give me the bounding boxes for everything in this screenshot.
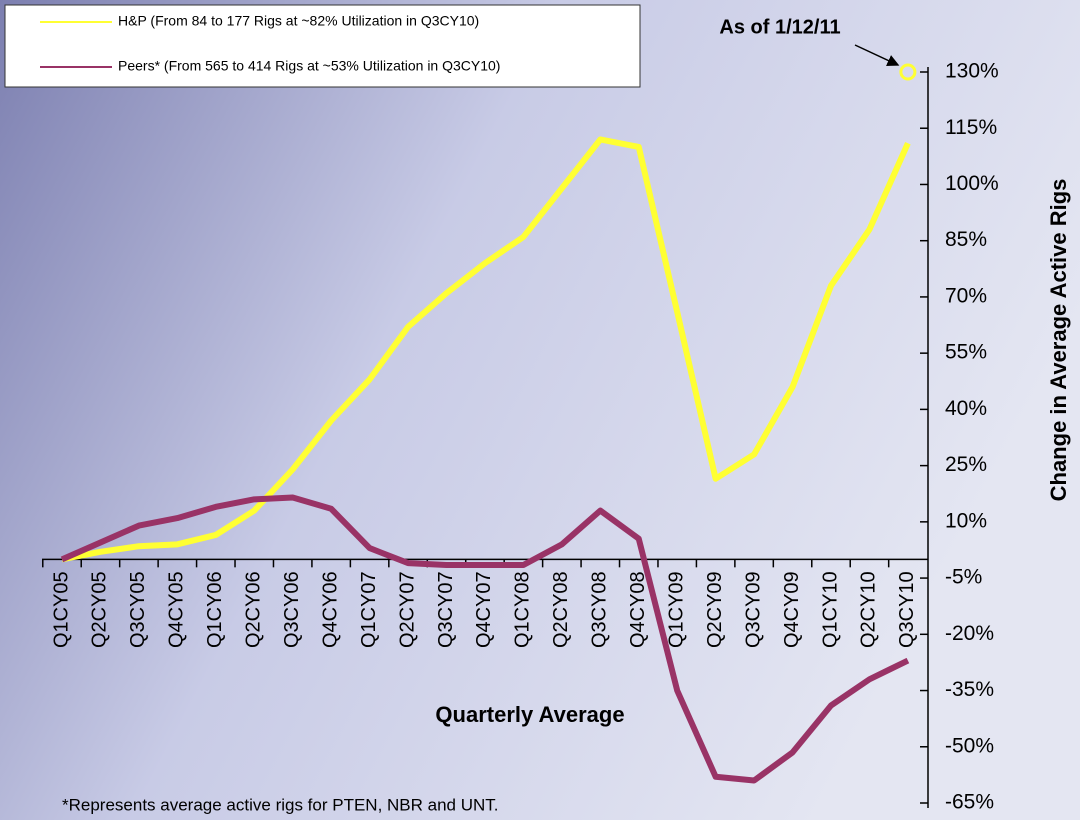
y-tick-label: -65% — [945, 791, 994, 814]
x-tick-label: Q2CY09 — [704, 571, 726, 648]
y-tick-label: -35% — [945, 678, 994, 701]
y-tick-label: -50% — [945, 734, 994, 757]
x-tick-label: Q3CY10 — [896, 571, 918, 648]
series-line — [61, 136, 911, 563]
annotation-arrow — [854, 44, 900, 67]
x-tick-label: Q1CY09 — [665, 571, 687, 648]
x-tick-label: Q1CY05 — [50, 571, 72, 648]
x-tick-label: Q2CY07 — [396, 571, 418, 648]
x-tick-label: Q3CY05 — [127, 571, 149, 648]
y-tick-label: 70% — [945, 284, 987, 307]
y-tick-label: 40% — [945, 397, 987, 420]
x-tick-label: Q1CY07 — [358, 571, 380, 648]
y-tick-label: 85% — [945, 228, 987, 251]
series-line — [60, 494, 910, 784]
annotation-point — [899, 63, 917, 81]
x-tick-label: Q2CY08 — [550, 571, 572, 648]
x-tick-label: Q1CY06 — [204, 571, 226, 648]
x-tick-label: Q2CY05 — [89, 571, 111, 648]
x-tick-label: Q1CY08 — [512, 571, 534, 648]
x-tick-label: Q4CY08 — [627, 571, 649, 648]
y-tick-label: 10% — [945, 509, 987, 532]
x-tick-label: Q3CY09 — [742, 571, 764, 648]
x-tick-label: Q1CY10 — [819, 571, 841, 648]
x-tick-label: Q3CY08 — [589, 571, 611, 648]
y-tick-label: -5% — [945, 566, 982, 589]
x-axis-title: Quarterly Average — [435, 702, 624, 727]
x-tick-label: Q3CY07 — [435, 571, 457, 648]
x-tick-label: Q4CY09 — [781, 571, 803, 648]
y-tick-label: 55% — [945, 341, 987, 364]
y-tick-label: 25% — [945, 453, 987, 476]
legend-label: H&P (From 84 to 177 Rigs at ~82% Utiliza… — [118, 13, 479, 29]
y-tick-label: 130% — [945, 60, 999, 83]
y-tick-label: 100% — [945, 172, 999, 195]
annotation-text: As of 1/12/11 — [719, 16, 840, 38]
y-tick-label: 115% — [945, 116, 997, 139]
x-tick-label: Q2CY06 — [243, 571, 265, 648]
footnote: *Represents average active rigs for PTEN… — [62, 795, 499, 814]
x-tick-label: Q2CY10 — [858, 571, 880, 648]
legend-label: Peers* (From 565 to 414 Rigs at ~53% Uti… — [118, 58, 500, 74]
legend-box — [4, 4, 641, 88]
x-tick-label: Q4CY05 — [166, 571, 188, 648]
y-tick-label: -20% — [945, 622, 994, 645]
x-tick-label: Q4CY07 — [473, 571, 495, 648]
x-tick-label: Q4CY06 — [319, 571, 341, 648]
x-tick-label: Q3CY06 — [281, 571, 303, 648]
y-axis-title: Change in Average Active Rigs — [1046, 179, 1071, 502]
